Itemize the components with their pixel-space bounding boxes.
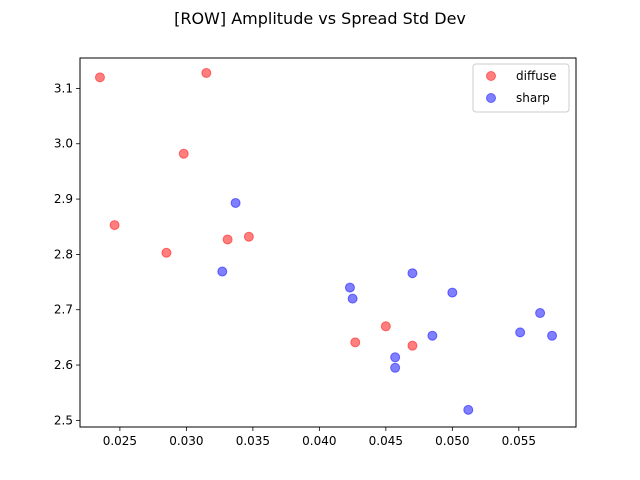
sharp-point-8 xyxy=(390,352,401,363)
sharp-point-9 xyxy=(390,362,401,373)
y-tick-label: 3.0 xyxy=(54,137,73,151)
diffuse-point-2 xyxy=(201,67,212,78)
legend-label-diffuse: diffuse xyxy=(516,69,556,83)
legend-marker-diffuse xyxy=(486,71,496,81)
diffuse-point-7 xyxy=(243,231,254,242)
y-tick-label: 2.5 xyxy=(54,413,73,427)
sharp-point-12 xyxy=(535,308,546,319)
y-tick-label: 2.8 xyxy=(54,247,73,261)
x-tick-label: 0.025 xyxy=(103,434,137,448)
x-tick-label: 0.055 xyxy=(502,434,536,448)
y-axis: 2.5 2.6 2.7 2.8 2.9 3.0 3.1 xyxy=(54,81,80,427)
sharp-point-4 xyxy=(347,293,358,304)
y-tick-label: 2.7 xyxy=(54,303,73,317)
sharp-point-7 xyxy=(427,330,438,341)
diffuse-point-8 xyxy=(350,337,361,348)
chart-title: [ROW] Amplitude vs Spread Std Dev xyxy=(174,9,466,28)
sharp-point-6 xyxy=(447,287,458,298)
diffuse-point-4 xyxy=(109,220,120,231)
diffuse-point-6 xyxy=(222,234,233,245)
legend: diffuse sharp xyxy=(472,63,570,113)
points-layer xyxy=(94,67,558,415)
sharp-point-5 xyxy=(407,268,418,279)
sharp-point-2 xyxy=(217,266,228,277)
x-axis: 0.025 0.030 0.035 0.040 0.045 0.050 0.055 xyxy=(103,427,536,448)
sharp-point-10 xyxy=(463,404,474,415)
x-tick-label: 0.030 xyxy=(169,434,203,448)
diffuse-point-10 xyxy=(407,340,418,351)
y-tick-label: 2.9 xyxy=(54,192,73,206)
y-tick-label: 2.6 xyxy=(54,358,73,372)
y-tick-label: 3.1 xyxy=(54,81,73,95)
legend-box xyxy=(472,63,570,113)
x-tick-label: 0.035 xyxy=(236,434,270,448)
x-tick-label: 0.050 xyxy=(435,434,469,448)
legend-marker-sharp xyxy=(486,93,496,103)
sharp-point-13 xyxy=(547,330,558,341)
plot-frame xyxy=(79,57,577,428)
legend-label-sharp: sharp xyxy=(516,91,550,105)
sharp-point-1 xyxy=(230,197,241,208)
diffuse-point-9 xyxy=(380,321,391,332)
diffuse-point-5 xyxy=(161,247,172,258)
sharp-point-11 xyxy=(515,327,526,338)
x-tick-label: 0.045 xyxy=(369,434,403,448)
x-tick-label: 0.040 xyxy=(302,434,336,448)
diffuse-point-3 xyxy=(178,148,189,159)
sharp-point-3 xyxy=(344,282,355,293)
diffuse-point-1 xyxy=(94,72,105,83)
